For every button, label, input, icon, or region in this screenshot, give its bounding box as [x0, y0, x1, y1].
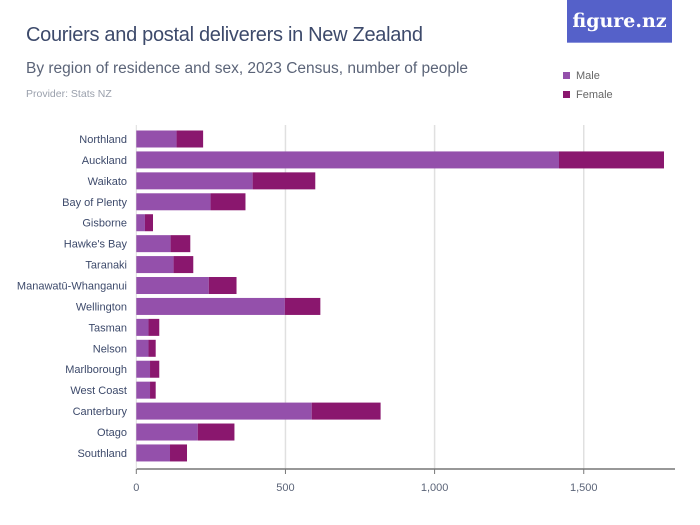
- bar-female: [210, 193, 246, 211]
- bar-female: [197, 423, 235, 441]
- bar-male: [136, 277, 209, 295]
- category-label: West Coast: [70, 385, 127, 397]
- category-label: Northland: [79, 134, 127, 146]
- bar-female: [148, 339, 156, 357]
- category-label: Wellington: [76, 301, 127, 313]
- chart-subtitle: By region of residence and sex, 2023 Cen…: [26, 60, 469, 77]
- bar-male: [136, 193, 211, 211]
- bar-male: [136, 318, 149, 336]
- category-label: Auckland: [82, 155, 127, 167]
- figure-nz-logo[interactable]: figure.nz: [567, 0, 672, 43]
- bar-male: [136, 235, 171, 253]
- legend: Male Female: [563, 66, 613, 104]
- provider-label: Provider: Stats NZ: [26, 88, 112, 100]
- bar-female: [252, 172, 316, 190]
- bar-male: [136, 339, 149, 357]
- bar-female: [148, 318, 160, 336]
- category-label: Canterbury: [73, 406, 128, 418]
- bar-female: [176, 130, 204, 148]
- bar-male: [136, 381, 151, 399]
- bar-female: [208, 277, 237, 295]
- category-label: Marlborough: [65, 364, 127, 376]
- bar-female: [144, 214, 154, 232]
- bar-male: [136, 151, 559, 169]
- category-label: Gisborne: [82, 218, 127, 230]
- bar-male: [136, 444, 171, 462]
- category-label: Nelson: [93, 343, 127, 355]
- bar-male: [136, 360, 151, 378]
- bar-female: [150, 381, 156, 399]
- legend-item-female: Female: [563, 85, 613, 104]
- bar-female: [170, 444, 188, 462]
- chart-title: Couriers and postal deliverers in New Ze…: [26, 24, 423, 46]
- x-tick-label: 1,500: [570, 482, 598, 494]
- legend-swatch-male: [563, 72, 570, 79]
- bar-male: [136, 402, 312, 420]
- bar-male: [136, 214, 145, 232]
- x-tick-label: 1,000: [421, 482, 449, 494]
- bar-female: [311, 402, 381, 420]
- bar-female: [150, 360, 160, 378]
- bar-male: [136, 256, 174, 274]
- bar-female: [170, 235, 191, 253]
- bar-male: [136, 130, 177, 148]
- category-label: Otago: [97, 427, 127, 439]
- category-label: Tasman: [88, 322, 127, 334]
- bar-male: [136, 297, 285, 315]
- x-tick-label: 500: [276, 482, 294, 494]
- legend-label-female: Female: [576, 88, 613, 101]
- x-tick-label: 0: [133, 482, 139, 494]
- category-label: Taranaki: [85, 260, 127, 272]
- legend-label-male: Male: [576, 69, 600, 82]
- bar-male: [136, 172, 253, 190]
- bar-male: [136, 423, 198, 441]
- category-label: Bay of Plenty: [62, 197, 127, 209]
- category-label: Waikato: [88, 176, 127, 188]
- category-label: Southland: [77, 448, 127, 460]
- legend-item-male: Male: [563, 66, 613, 85]
- bar-female: [284, 297, 321, 315]
- category-label: Manawatū-Whanganui: [17, 281, 127, 293]
- bar-female: [558, 151, 664, 169]
- category-label: Hawke's Bay: [64, 239, 128, 251]
- legend-swatch-female: [563, 91, 570, 98]
- bar-female: [173, 256, 194, 274]
